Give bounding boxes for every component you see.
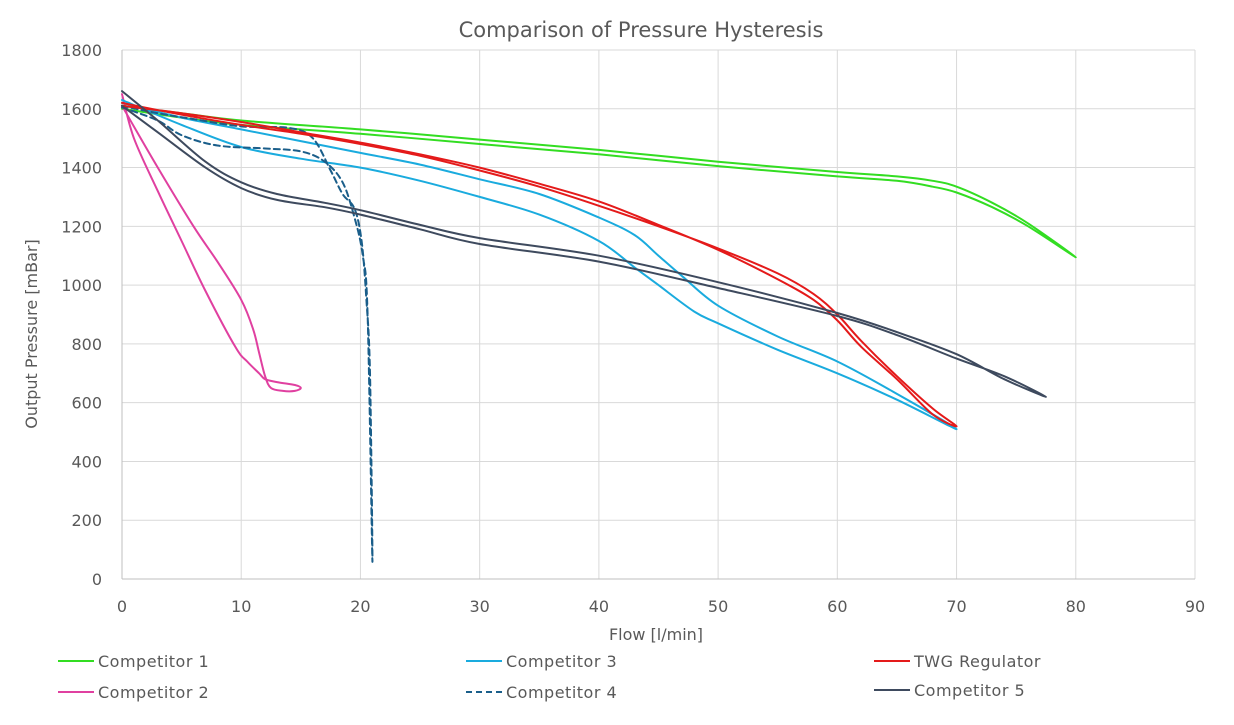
- y-tick-label: 1400: [61, 159, 102, 178]
- x-tick-label: 20: [350, 597, 370, 616]
- series-line-competitor-4: [121, 104, 374, 563]
- y-tick-label: 1200: [61, 217, 102, 236]
- x-tick-label: 50: [708, 597, 728, 616]
- x-tick-label: 60: [827, 597, 847, 616]
- x-tick-label: 70: [946, 597, 966, 616]
- y-tick-label: 400: [71, 452, 102, 471]
- y-tick-label: 0: [92, 570, 102, 589]
- axis-layer: [121, 50, 1195, 580]
- legend-label-competitor-5: Competitor 5: [914, 681, 1025, 700]
- y-tick-label: 1800: [61, 41, 102, 60]
- x-axis-title: Flow [l/min]: [609, 625, 703, 644]
- y-tick-label: 600: [71, 394, 102, 413]
- x-tick-label: 80: [1066, 597, 1086, 616]
- legend-label-competitor-4: Competitor 4: [506, 683, 617, 702]
- chart-title: Comparison of Pressure Hysteresis: [459, 18, 824, 42]
- legend-label-competitor-1: Competitor 1: [98, 652, 209, 671]
- legend-label-twg-regulator: TWG Regulator: [913, 652, 1041, 671]
- series-layer: [121, 90, 1077, 563]
- legend-label-competitor-2: Competitor 2: [98, 683, 209, 702]
- legend-label-competitor-3: Competitor 3: [506, 652, 617, 671]
- y-axis-title: Output Pressure [mBar]: [22, 239, 41, 429]
- series-line-twg-regulator: [121, 101, 958, 428]
- x-tick-label: 90: [1185, 597, 1205, 616]
- series-line-competitor-2: [121, 93, 302, 393]
- legend: Competitor 1 Competitor 2 Competitor 3 Comp…: [58, 652, 1041, 702]
- series-line-competitor-5: [121, 90, 1047, 398]
- x-tick-label: 40: [589, 597, 609, 616]
- x-tick-label: 10: [231, 597, 251, 616]
- tick-labels: 0 200 400 600 800 1000 1200 1400 1600 1800 0 10 20 30…: [61, 41, 1205, 616]
- y-tick-label: 1600: [61, 100, 102, 119]
- series-line-competitor-3: [121, 99, 958, 431]
- y-tick-label: 200: [71, 511, 102, 530]
- x-tick-label: 30: [469, 597, 489, 616]
- series-line-competitor-1: [121, 104, 1077, 259]
- y-tick-label: 800: [71, 335, 102, 354]
- y-tick-label: 1000: [61, 276, 102, 295]
- x-tick-label: 0: [117, 597, 127, 616]
